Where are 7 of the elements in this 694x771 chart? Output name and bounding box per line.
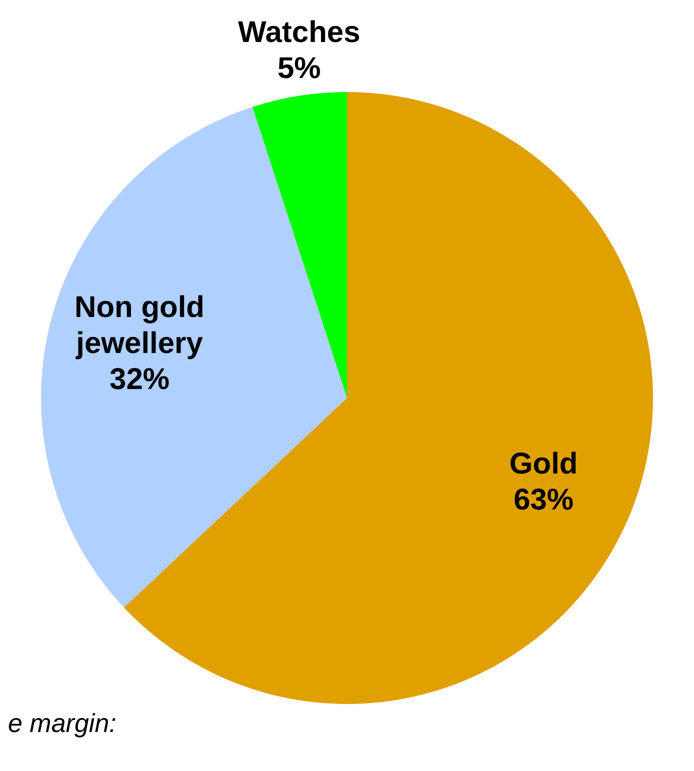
text: e margin: <box>8 708 118 738</box>
slice-label: Non gold jewellery <box>74 290 205 360</box>
slice-label: Watches <box>238 16 360 50</box>
slice-label: Gold <box>509 447 578 480</box>
data-label: 5% <box>277 52 321 86</box>
data-label: 32% <box>110 362 170 396</box>
data-label: 63% <box>514 483 574 516</box>
